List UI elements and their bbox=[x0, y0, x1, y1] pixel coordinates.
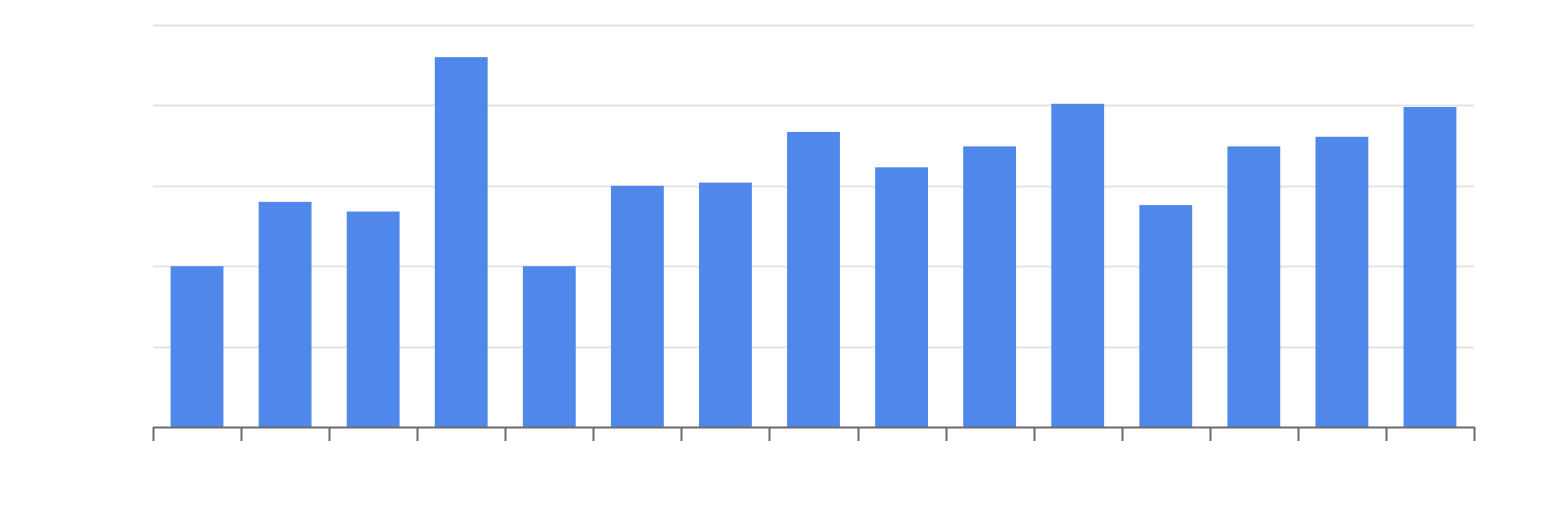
bar-9 bbox=[875, 167, 928, 427]
bar-8 bbox=[787, 131, 840, 427]
x-axis bbox=[152, 426, 1476, 441]
bar-6 bbox=[610, 185, 664, 427]
bar-1 bbox=[170, 266, 224, 427]
bar-2 bbox=[258, 201, 312, 427]
bar-10 bbox=[963, 146, 1017, 427]
bar-7 bbox=[699, 182, 752, 427]
bar-4 bbox=[434, 57, 488, 427]
bar-12 bbox=[1139, 205, 1193, 427]
bar-11 bbox=[1051, 103, 1105, 427]
bar-3 bbox=[346, 211, 400, 427]
bar-5 bbox=[522, 266, 576, 427]
bar-13 bbox=[1227, 146, 1281, 427]
bar-15 bbox=[1403, 107, 1457, 427]
bar-14 bbox=[1315, 136, 1369, 427]
bars bbox=[170, 57, 1457, 427]
